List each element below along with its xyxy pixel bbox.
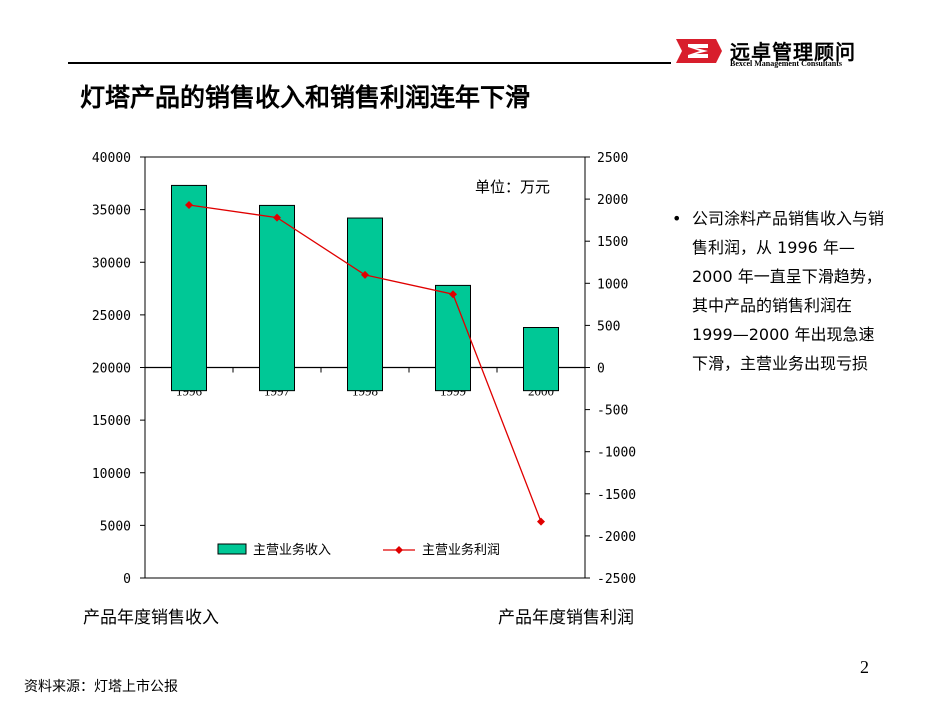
profit-point xyxy=(273,213,281,222)
right-axis-tick-label: -500 xyxy=(597,404,628,419)
right-axis-tick-label: -2000 xyxy=(597,530,636,545)
profit-point xyxy=(185,200,193,209)
left-axis-tick-label: 0 xyxy=(123,572,131,587)
profit-point xyxy=(537,517,545,526)
revenue-bar xyxy=(435,284,471,392)
right-axis-caption: 产品年度销售利润 xyxy=(498,608,634,628)
company-logo: 远卓管理顾问 Bexcel Management Consultants xyxy=(672,36,892,70)
profit-point xyxy=(361,270,369,279)
bullet-text: 公司涂料产品销售收入与销售利润，从 1996 年— 2000 年一直呈下滑趋势，… xyxy=(692,209,885,373)
right-axis-tick-label: 1000 xyxy=(597,277,628,292)
revenue-bar xyxy=(171,184,207,392)
left-axis-tick-label: 40000 xyxy=(92,151,131,166)
logo-mark-icon xyxy=(676,39,722,63)
right-axis-tick-label: -1000 xyxy=(597,446,636,461)
left-axis-caption: 产品年度销售收入 xyxy=(83,608,219,628)
profit-point xyxy=(449,290,457,299)
page-number: 2 xyxy=(860,657,869,677)
right-axis-tick-label: 2500 xyxy=(597,151,628,166)
unit-label: 单位：万元 xyxy=(475,178,550,196)
bullet-marker: • xyxy=(672,209,682,228)
legend-label-revenue: 主营业务收入 xyxy=(253,542,331,558)
right-axis-tick-label: 500 xyxy=(597,319,620,334)
page-title: 灯塔产品的销售收入和销售利润连年下滑 xyxy=(80,83,531,112)
left-axis-tick-label: 35000 xyxy=(92,204,131,219)
right-axis-tick-label: -2500 xyxy=(597,572,636,587)
right-axis-tick-label: -1500 xyxy=(597,488,636,503)
left-axis-tick-label: 30000 xyxy=(92,256,131,271)
legend-label-profit: 主营业务利润 xyxy=(422,542,500,558)
left-axis-tick-label: 25000 xyxy=(92,309,131,324)
summary-bullet: • 公司涂料产品销售收入与销售利润，从 1996 年— 2000 年一直呈下滑趋… xyxy=(672,204,885,378)
left-axis-tick-label: 10000 xyxy=(92,467,131,482)
revenue-bar xyxy=(523,327,559,392)
revenue-bar xyxy=(259,204,295,392)
left-axis-tick-label: 20000 xyxy=(92,362,131,377)
left-axis-tick-label: 15000 xyxy=(92,414,131,429)
right-axis-tick-label: 2000 xyxy=(597,193,628,208)
revenue-bar xyxy=(347,217,383,392)
header-rule xyxy=(68,62,671,64)
legend-marker-profit xyxy=(395,546,403,554)
right-axis-tick-label: 1500 xyxy=(597,235,628,250)
logo-chinese-name: 远卓管理顾问 xyxy=(730,40,856,64)
left-axis-tick-label: 5000 xyxy=(100,519,131,534)
legend-swatch-revenue xyxy=(217,543,247,555)
logo-english-name: Bexcel Management Consultants xyxy=(730,59,842,68)
source-note: 资料来源：灯塔上市公报 xyxy=(24,679,178,695)
right-axis-tick-label: 0 xyxy=(597,362,605,377)
